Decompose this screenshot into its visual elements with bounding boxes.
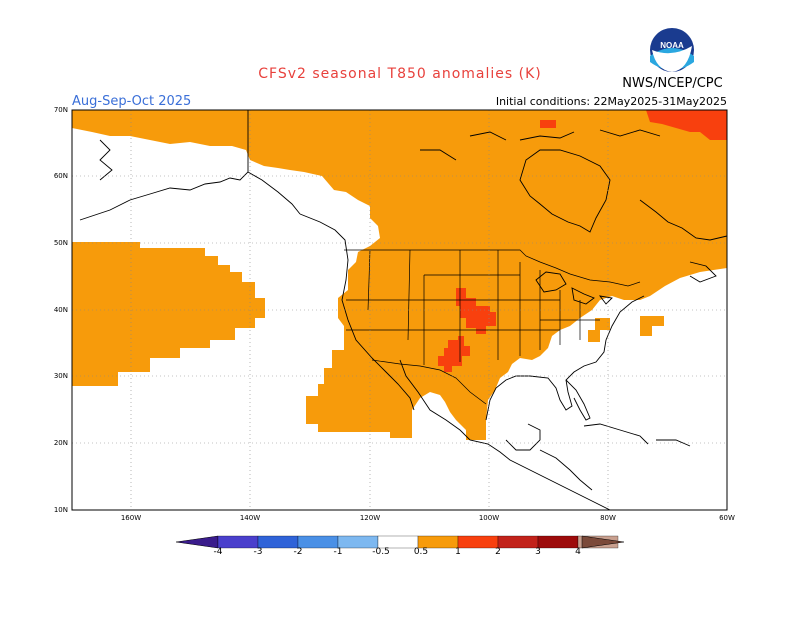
lat-label: 60N (53, 172, 68, 180)
lon-label: 60W (719, 514, 735, 522)
map-title-text: CFSv2 seasonal T850 anomalies (K) (258, 66, 542, 82)
gridlines (72, 110, 727, 510)
lat-label: 70N (53, 106, 68, 114)
warm-anomaly-region (72, 110, 727, 440)
lon-label: 140W (239, 514, 261, 522)
lat-label: 20N (53, 439, 68, 447)
noaa-logo-text: NOAA (660, 41, 684, 50)
lon-label: 80W (600, 514, 616, 522)
agency-label: NWS/NCEP/CPC (622, 76, 723, 91)
colorbar-label: -2 (293, 547, 303, 557)
lat-label: 10N (53, 506, 68, 514)
colorbar-label: -3 (253, 547, 263, 557)
initial-conditions-label: Initial conditions: 22May2025-31May2025 (495, 95, 727, 108)
colorbar-label: 2 (495, 547, 501, 557)
colorbar-labels: -4 -3 -2 -1 -0.5 0.5 1 2 3 4 (0, 547, 800, 561)
map-title: CFSv2 seasonal T850 anomalies (K) (0, 66, 800, 82)
lon-label: 120W (359, 514, 381, 522)
lat-label: 40N (53, 306, 68, 314)
noaa-logo: NOAA (650, 28, 694, 72)
lon-label: 100W (478, 514, 500, 522)
colorbar-label: -1 (333, 547, 343, 557)
lon-label: 160W (120, 514, 142, 522)
season-label: Aug-Sep-Oct 2025 (72, 94, 192, 109)
colorbar-label: -4 (213, 547, 223, 557)
map-frame (71, 109, 728, 511)
colorbar (175, 535, 625, 549)
colorbar-label: 4 (575, 547, 581, 557)
lat-label: 30N (53, 372, 68, 380)
colorbar-arrow-high (581, 535, 625, 549)
colorbar-label: 1 (455, 547, 461, 557)
lat-label: 50N (53, 239, 68, 247)
strong-anomaly-region (438, 110, 727, 372)
colorbar-label: 3 (535, 547, 541, 557)
colorbar-label: 0.5 (413, 547, 429, 557)
colorbar-label: -0.5 (372, 547, 390, 557)
